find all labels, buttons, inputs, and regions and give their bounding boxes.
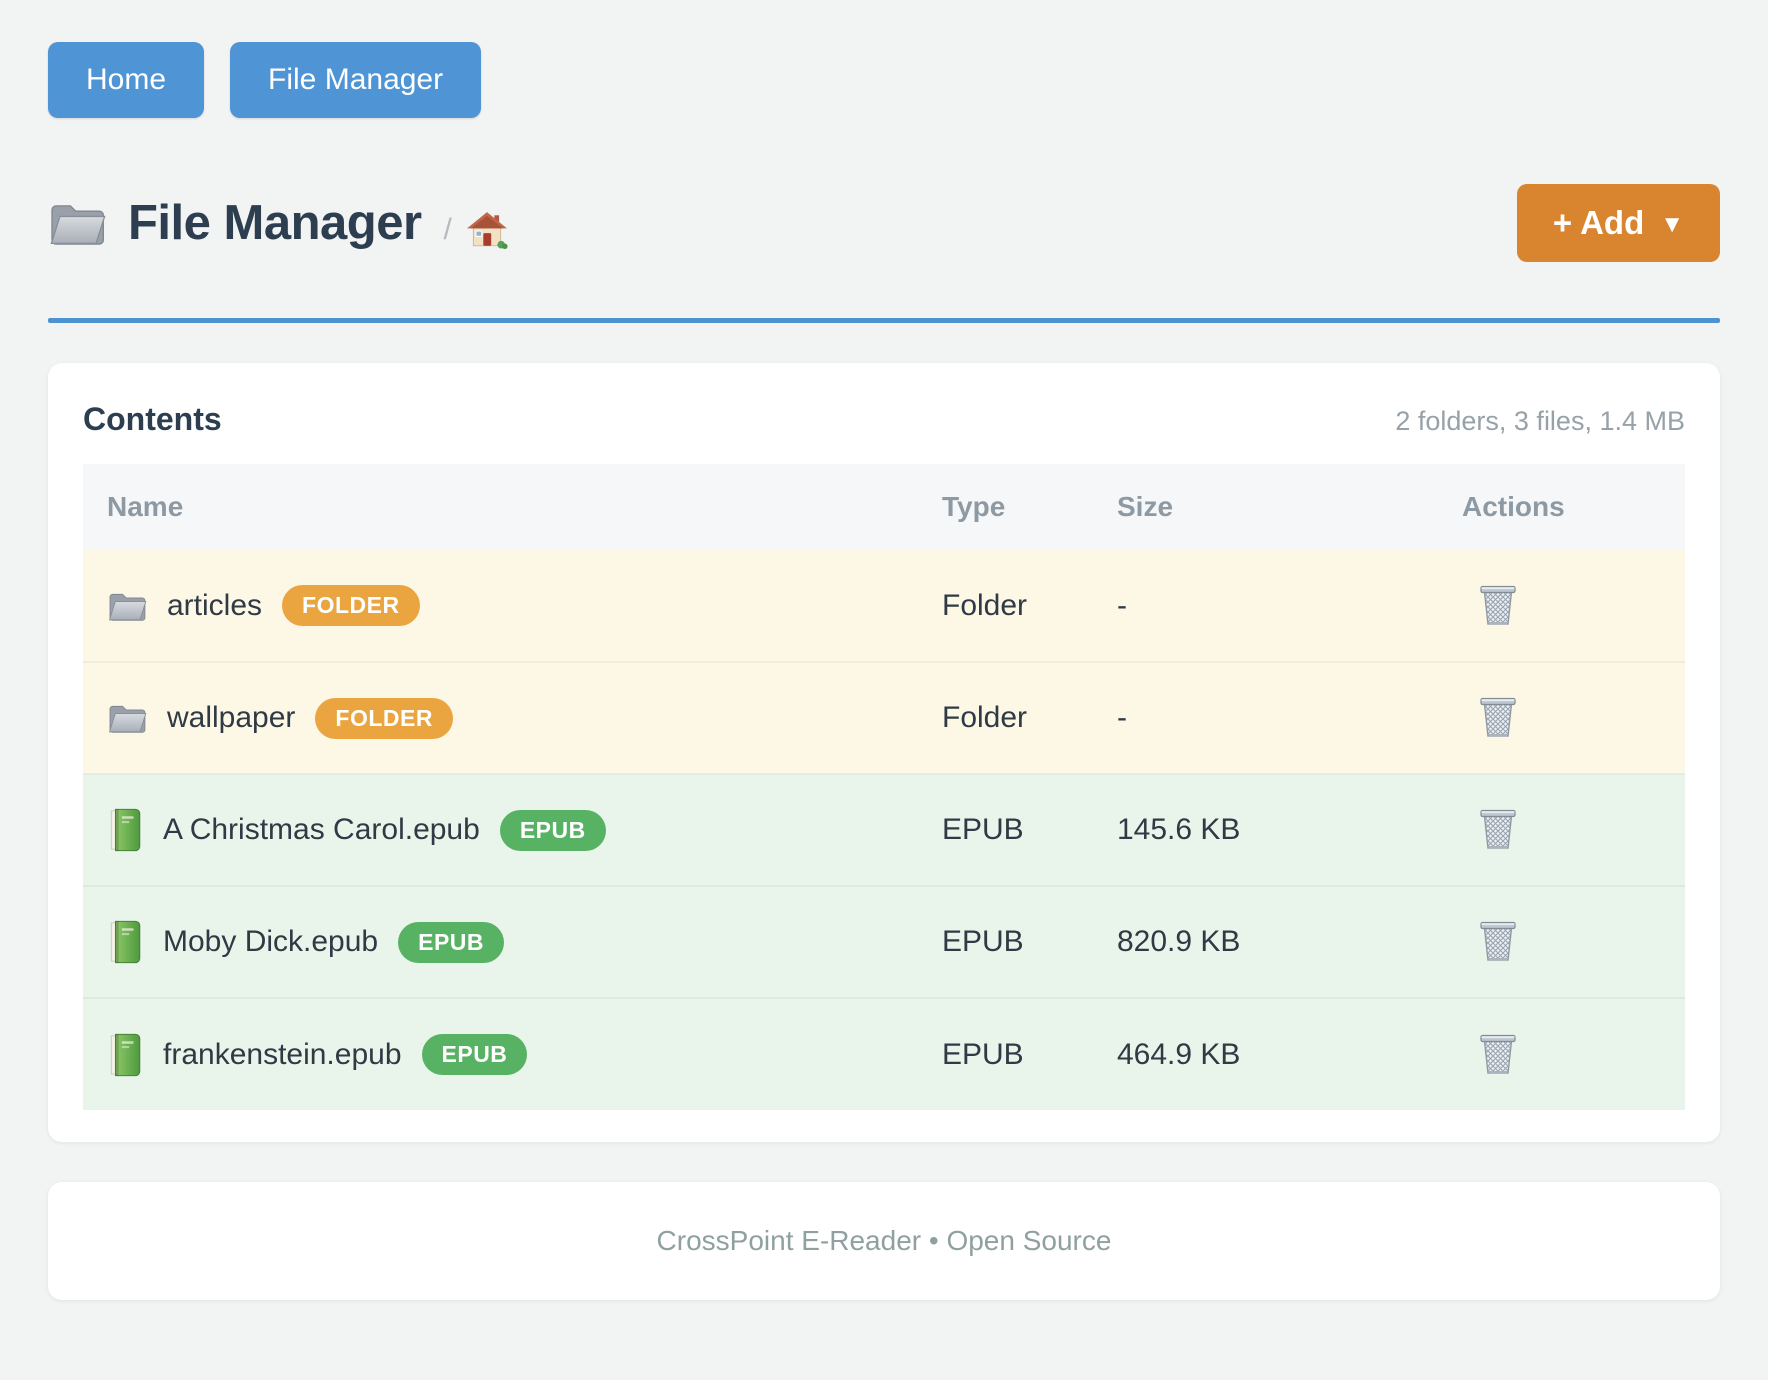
- top-nav: Home File Manager: [48, 42, 1720, 118]
- column-header-type: Type: [918, 464, 1093, 550]
- contents-summary: 2 folders, 3 files, 1.4 MB: [1395, 406, 1685, 437]
- nav-file-manager-button[interactable]: File Manager: [230, 42, 481, 118]
- green-book-icon: [107, 1032, 143, 1078]
- file-name-link[interactable]: A Christmas Carol.epub: [163, 813, 480, 847]
- wastebasket-icon: [1478, 694, 1518, 738]
- footer-text: CrossPoint E-Reader • Open Source: [657, 1225, 1112, 1257]
- size-cell: -: [1093, 662, 1438, 774]
- file-name-link[interactable]: Moby Dick.epub: [163, 925, 378, 959]
- contents-table-body: articles FOLDER Folder -: [83, 550, 1685, 1110]
- column-header-name: Name: [83, 464, 918, 550]
- file-name-link[interactable]: frankenstein.epub: [163, 1038, 402, 1072]
- folder-icon: [107, 589, 147, 623]
- breadcrumb: /: [444, 210, 508, 250]
- breadcrumb-separator: /: [444, 213, 452, 247]
- column-header-actions: Actions: [1438, 464, 1685, 550]
- table-row: frankenstein.epub EPUB EPUB 464.9 KB: [83, 998, 1685, 1110]
- table-row: wallpaper FOLDER Folder -: [83, 662, 1685, 774]
- name-cell: wallpaper FOLDER: [83, 662, 918, 774]
- delete-button[interactable]: [1474, 690, 1522, 745]
- type-cell: Folder: [918, 662, 1093, 774]
- type-cell: EPUB: [918, 998, 1093, 1110]
- wastebasket-icon: [1478, 918, 1518, 962]
- footer-card: CrossPoint E-Reader • Open Source: [48, 1182, 1720, 1300]
- delete-button[interactable]: [1474, 1027, 1522, 1082]
- page-title: File Manager: [128, 195, 422, 251]
- page-title-group: File Manager: [48, 195, 422, 251]
- file-manager-page: Home File Manager File Manager /: [0, 0, 1768, 1300]
- actions-cell: [1438, 662, 1685, 774]
- folder-icon: [48, 198, 106, 248]
- type-badge: EPUB: [500, 810, 606, 851]
- size-cell: 820.9 KB: [1093, 886, 1438, 998]
- name-cell: A Christmas Carol.epub EPUB: [83, 774, 918, 886]
- delete-button[interactable]: [1474, 802, 1522, 857]
- actions-cell: [1438, 774, 1685, 886]
- actions-cell: [1438, 998, 1685, 1110]
- table-row: A Christmas Carol.epub EPUB EPUB 145.6 K…: [83, 774, 1685, 886]
- file-name-link[interactable]: wallpaper: [167, 701, 295, 735]
- type-badge: FOLDER: [282, 585, 420, 626]
- wastebasket-icon: [1478, 582, 1518, 626]
- folder-icon: [107, 701, 147, 735]
- table-row: articles FOLDER Folder -: [83, 550, 1685, 662]
- file-table: Name Type Size Actions articles FOLDER F…: [83, 464, 1685, 1110]
- type-cell: Folder: [918, 550, 1093, 662]
- type-badge: EPUB: [422, 1034, 528, 1075]
- size-cell: 464.9 KB: [1093, 998, 1438, 1110]
- type-badge: EPUB: [398, 922, 504, 963]
- table-row: Moby Dick.epub EPUB EPUB 820.9 KB: [83, 886, 1685, 998]
- caret-down-icon: ▼: [1660, 211, 1684, 239]
- contents-title: Contents: [83, 401, 222, 438]
- green-book-icon: [107, 919, 143, 965]
- actions-cell: [1438, 886, 1685, 998]
- green-book-icon: [107, 807, 143, 853]
- nav-home-button[interactable]: Home: [48, 42, 204, 118]
- page-header: File Manager / + Add ▼: [48, 184, 1720, 323]
- wastebasket-icon: [1478, 1031, 1518, 1075]
- name-cell: frankenstein.epub EPUB: [83, 998, 918, 1110]
- green-book-icon: [107, 807, 143, 853]
- add-button-label: + Add: [1553, 204, 1644, 242]
- header-divider: [48, 318, 1720, 323]
- type-badge: FOLDER: [315, 698, 453, 739]
- house-icon[interactable]: [466, 210, 508, 250]
- delete-button[interactable]: [1474, 914, 1522, 969]
- folder-icon: [107, 589, 147, 623]
- contents-card: Contents 2 folders, 3 files, 1.4 MB Name…: [48, 363, 1720, 1142]
- folder-icon: [107, 701, 147, 735]
- green-book-icon: [107, 1032, 143, 1078]
- table-header-row: Name Type Size Actions: [83, 464, 1685, 550]
- actions-cell: [1438, 550, 1685, 662]
- name-cell: Moby Dick.epub EPUB: [83, 886, 918, 998]
- green-book-icon: [107, 919, 143, 965]
- file-name-link[interactable]: articles: [167, 589, 262, 623]
- delete-button[interactable]: [1474, 578, 1522, 633]
- type-cell: EPUB: [918, 886, 1093, 998]
- add-button[interactable]: + Add ▼: [1517, 184, 1720, 262]
- wastebasket-icon: [1478, 806, 1518, 850]
- column-header-size: Size: [1093, 464, 1438, 550]
- name-cell: articles FOLDER: [83, 550, 918, 662]
- size-cell: -: [1093, 550, 1438, 662]
- size-cell: 145.6 KB: [1093, 774, 1438, 886]
- type-cell: EPUB: [918, 774, 1093, 886]
